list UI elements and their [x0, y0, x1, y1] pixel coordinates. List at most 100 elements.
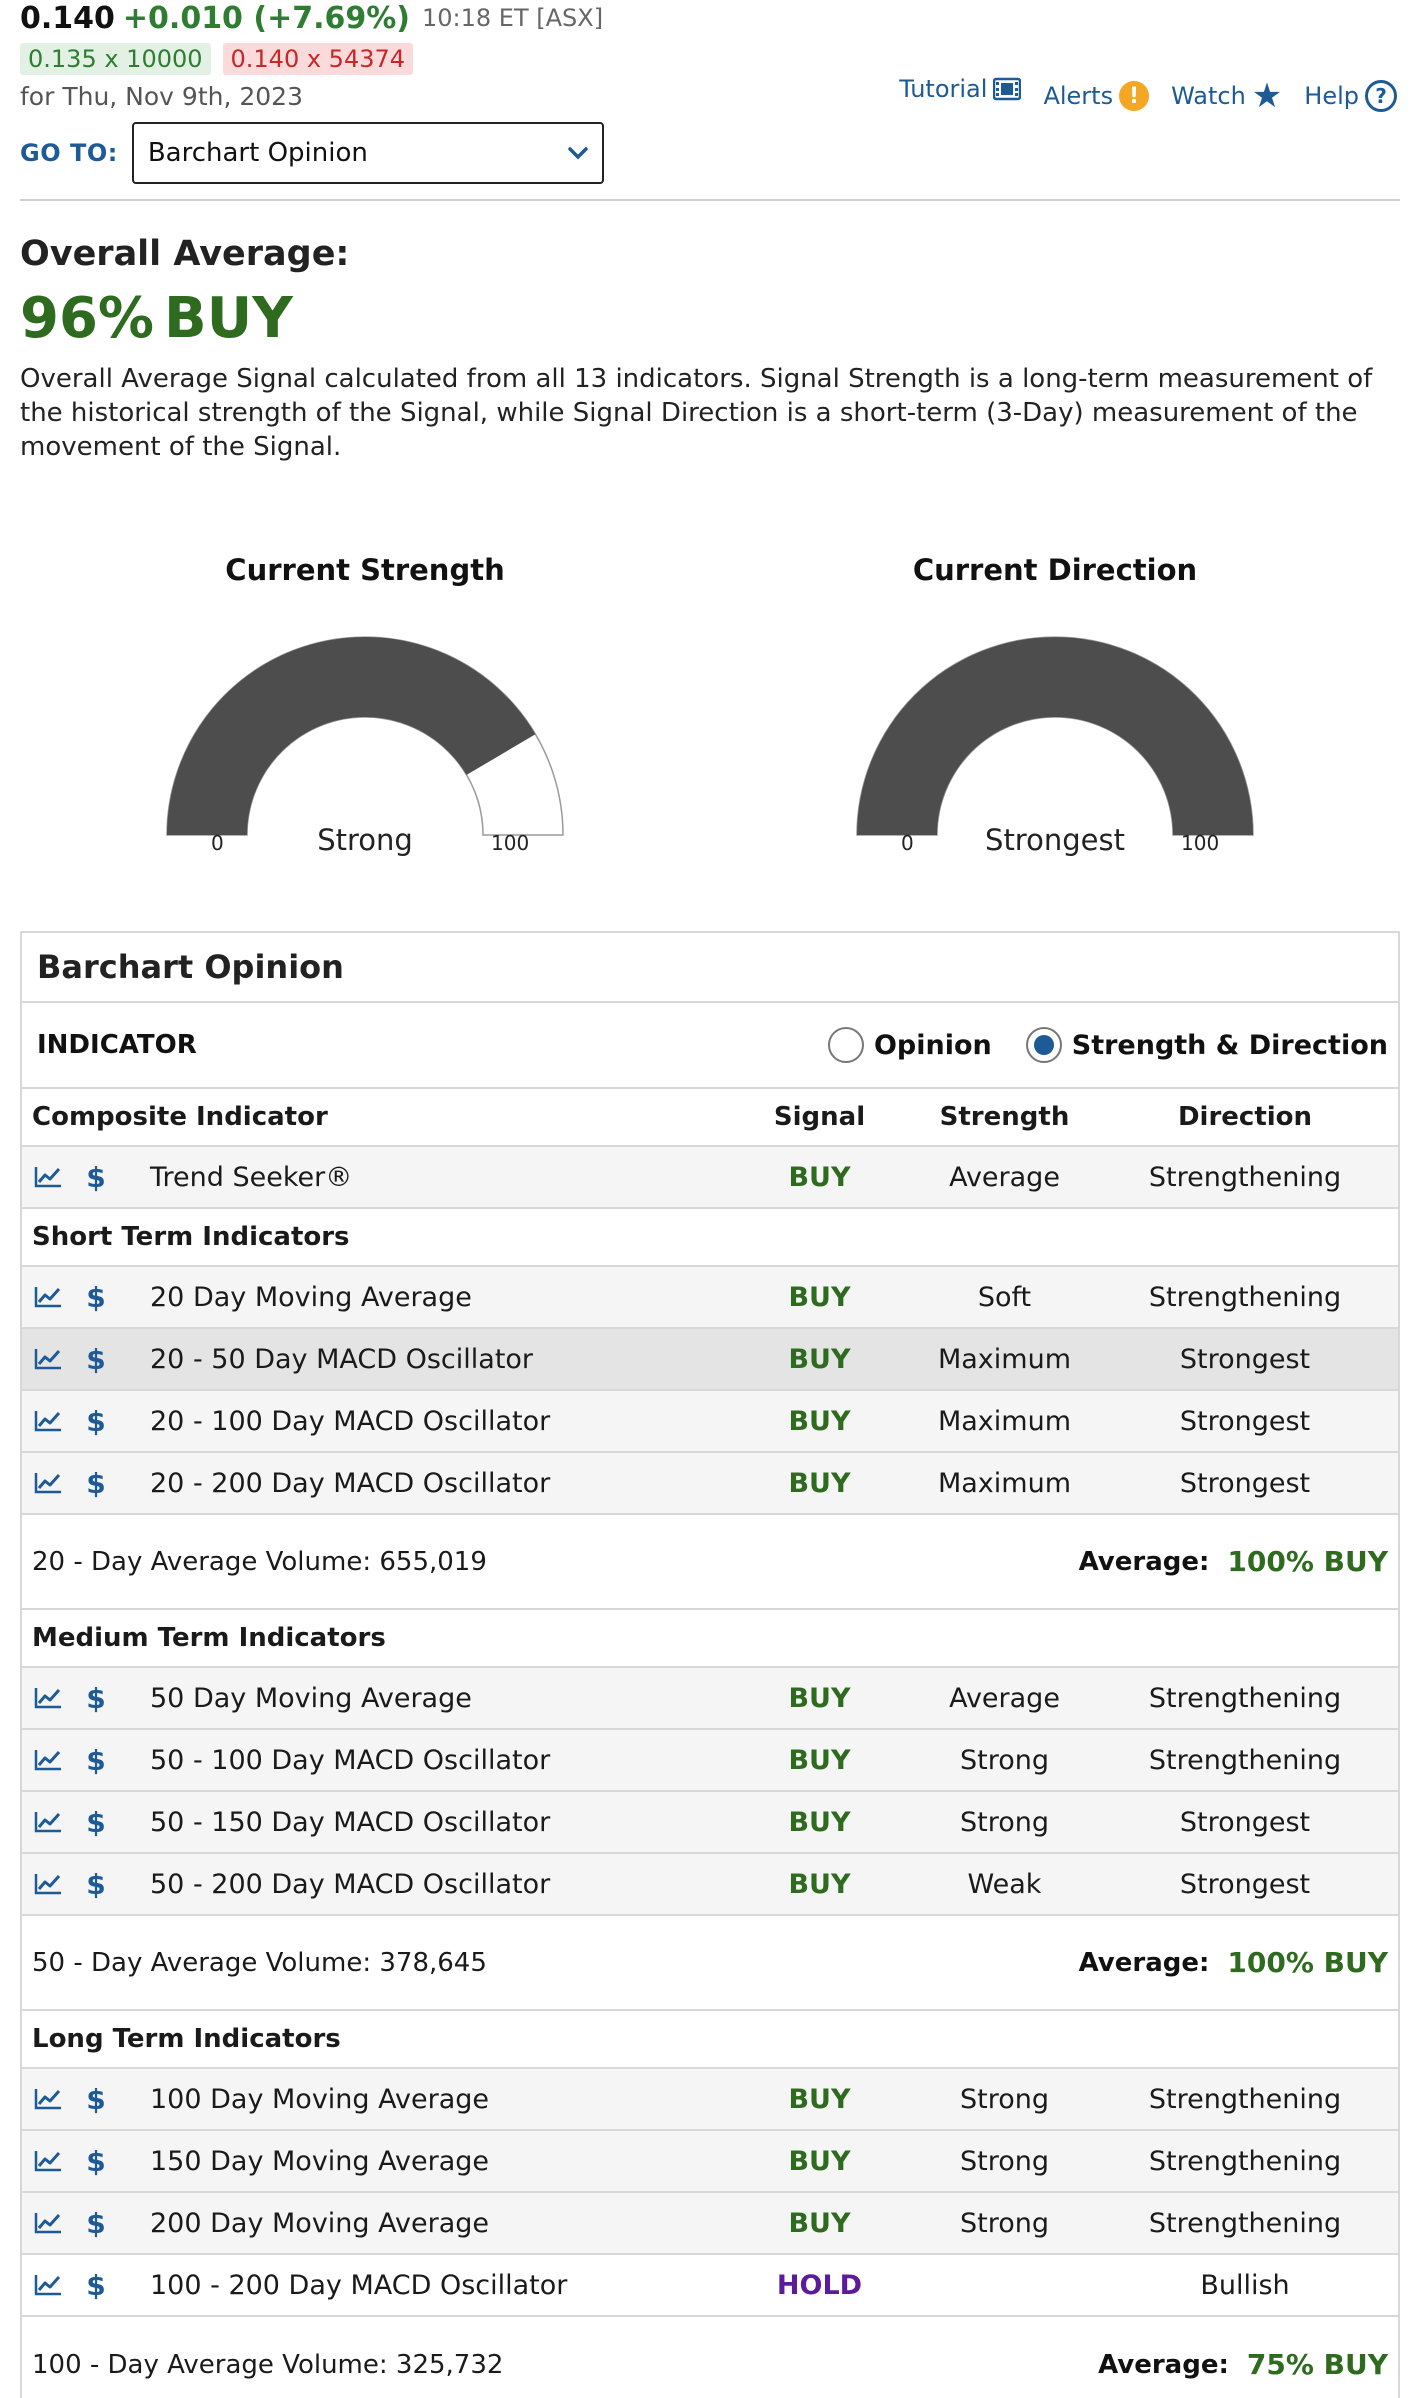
dollar-icon[interactable]: $ — [86, 1404, 106, 1438]
chart-icon[interactable] — [32, 2149, 64, 2173]
table-row[interactable]: $200 Day Moving Average BUY Strong Strength… — [22, 2193, 1398, 2255]
chart-icon[interactable] — [32, 1748, 64, 1772]
direction-cell: Strongest — [1179, 1467, 1311, 1499]
indicator-name[interactable]: 50 - 200 Day MACD Oscillator — [150, 1868, 551, 1900]
chart-icon[interactable] — [32, 1686, 64, 1710]
radio-strength-direction-circle[interactable] — [1025, 1027, 1062, 1063]
strength-cell: Strong — [959, 2083, 1049, 2115]
indicator-name[interactable]: 50 - 150 Day MACD Oscillator — [150, 1806, 551, 1838]
ask-badge: 0.140 x 54374 — [222, 43, 414, 75]
direction-cell: Bullish — [1200, 2269, 1290, 2301]
average-value: 75% BUY — [1246, 2348, 1388, 2381]
chart-icon[interactable] — [32, 1872, 64, 1896]
strength-gauge: Current Strength 0 Strong 100 — [135, 553, 595, 873]
dollar-icon[interactable]: $ — [86, 1160, 106, 1194]
dollar-icon[interactable]: $ — [86, 1466, 106, 1500]
radio-opinion-circle[interactable] — [827, 1027, 864, 1063]
table-row[interactable]: $50 - 150 Day MACD Oscillator BUY Strong St… — [22, 1792, 1398, 1854]
table-row[interactable]: $50 Day Moving Average BUY Average Strength… — [22, 1668, 1398, 1730]
chart-icon[interactable] — [32, 1285, 64, 1309]
indicator-name[interactable]: 50 Day Moving Average — [150, 1682, 472, 1714]
average-volume: 50 - Day Average Volume: 378,645 — [32, 1947, 487, 1978]
indicator-name[interactable]: Trend Seeker® — [150, 1161, 353, 1193]
radio-strength-direction[interactable]: Strength & Direction — [1025, 1027, 1388, 1063]
chevron-down-icon — [568, 141, 588, 166]
indicator-name[interactable]: 100 Day Moving Average — [150, 2083, 490, 2115]
indicator-name[interactable]: 100 - 200 Day MACD Oscillator — [150, 2269, 568, 2301]
dollar-icon[interactable]: $ — [86, 2082, 106, 2116]
chart-icon[interactable] — [32, 1165, 64, 1189]
dollar-icon[interactable]: $ — [86, 2144, 106, 2178]
dollar-icon[interactable]: $ — [86, 1342, 106, 1376]
table-row[interactable]: $20 - 50 Day MACD Oscillator BUY Maximum St… — [22, 1329, 1398, 1391]
radio-opinion-label: Opinion — [873, 1029, 992, 1061]
average-signal: Average: 100% BUY — [1079, 1545, 1388, 1578]
radio-strength-direction-label: Strength & Direction — [1071, 1029, 1388, 1061]
section-short-term: Short Term Indicators — [22, 1209, 1398, 1267]
tutorial-link[interactable]: Tutorial — [899, 75, 1022, 103]
section-long-term: Long Term Indicators — [22, 2011, 1398, 2069]
signal-cell: BUY — [788, 1868, 851, 1900]
dollar-icon[interactable]: $ — [86, 1743, 106, 1777]
strength-cell: Soft — [977, 1281, 1032, 1313]
signal-cell: BUY — [788, 1405, 851, 1437]
table-row[interactable]: $50 - 200 Day MACD Oscillator BUY Weak Stro… — [22, 1854, 1398, 1916]
table-row[interactable]: $100 Day Moving Average BUY Strong Strength… — [22, 2069, 1398, 2131]
table-row[interactable]: $20 - 100 Day MACD Oscillator BUY Maximum S… — [22, 1391, 1398, 1453]
indicator-name[interactable]: 20 - 200 Day MACD Oscillator — [150, 1467, 551, 1499]
chart-icon[interactable] — [32, 1810, 64, 1834]
last-price: 0.140 — [20, 0, 115, 36]
goto-selected-value: Barchart Opinion — [147, 138, 368, 168]
signal-cell: BUY — [788, 1281, 851, 1313]
direction-cell: Strongest — [1179, 1343, 1311, 1375]
chart-icon[interactable] — [32, 1471, 64, 1495]
indicator-cell: $20 - 50 Day MACD Oscillator — [22, 1343, 722, 1376]
indicator-cell: $50 - 150 Day MACD Oscillator — [22, 1806, 722, 1839]
signal-cell: BUY — [788, 2207, 851, 2239]
indicator-name[interactable]: 20 - 50 Day MACD Oscillator — [150, 1343, 534, 1375]
table-row[interactable]: $100 - 200 Day MACD Oscillator HOLD Bullis… — [22, 2255, 1398, 2317]
signal-cell: BUY — [788, 1161, 851, 1193]
table-row[interactable]: $20 Day Moving Average BUY Soft Strengtheni… — [22, 1267, 1398, 1329]
direction-cell: Strengthening — [1148, 1682, 1342, 1714]
indicator-name[interactable]: 50 - 100 Day MACD Oscillator — [150, 1744, 551, 1776]
chart-icon[interactable] — [32, 1347, 64, 1371]
indicator-cell: $200 Day Moving Average — [22, 2207, 722, 2240]
indicator-name[interactable]: 200 Day Moving Average — [150, 2207, 490, 2239]
strength-cell: Average — [949, 1682, 1060, 1714]
average-value: 100% BUY — [1227, 1946, 1388, 1979]
indicator-name[interactable]: 20 - 100 Day MACD Oscillator — [150, 1405, 551, 1437]
overall-title: Overall Average: — [20, 234, 350, 274]
watch-label: Watch — [1171, 82, 1246, 110]
dollar-icon[interactable]: $ — [86, 1805, 106, 1839]
radio-opinion[interactable]: Opinion — [827, 1027, 992, 1063]
page-links: Tutorial Alerts ! Watch ★ Help ? — [877, 75, 1397, 113]
chart-icon[interactable] — [32, 2211, 64, 2235]
dollar-icon[interactable]: $ — [86, 2206, 106, 2240]
overall-signal: BUY — [164, 286, 293, 351]
dollar-icon[interactable]: $ — [86, 1280, 106, 1314]
indicator-name[interactable]: 150 Day Moving Average — [150, 2145, 490, 2177]
table-row[interactable]: $150 Day Moving Average BUY Strong Strength… — [22, 2131, 1398, 2193]
quote-time: 10:18 ET [ASX] — [422, 4, 604, 32]
average-volume: 100 - Day Average Volume: 325,732 — [32, 2349, 504, 2380]
indicator-cell: $ Trend Seeker® — [22, 1161, 722, 1194]
table-row[interactable]: $20 - 200 Day MACD Oscillator BUY Maximum S… — [22, 1453, 1398, 1515]
bid-ask: 0.135 x 10000 0.140 x 54374 — [20, 43, 414, 75]
help-link[interactable]: Help ? — [1304, 80, 1397, 112]
dollar-icon[interactable]: $ — [86, 1867, 106, 1901]
dollar-icon[interactable]: $ — [86, 2268, 106, 2302]
chart-icon[interactable] — [32, 1409, 64, 1433]
goto-select[interactable]: Barchart Opinion — [131, 122, 604, 184]
direction-cell: Strengthening — [1148, 2207, 1342, 2239]
watch-link[interactable]: Watch ★ — [1171, 79, 1282, 113]
indicator-name[interactable]: 20 Day Moving Average — [150, 1281, 472, 1313]
alerts-link[interactable]: Alerts ! — [1043, 81, 1150, 111]
table-row[interactable]: $ Trend Seeker® BUY Average Strengthening — [22, 1147, 1398, 1209]
table-row[interactable]: $50 - 100 Day MACD Oscillator BUY Strong St… — [22, 1730, 1398, 1792]
dollar-icon[interactable]: $ — [86, 1681, 106, 1715]
indicator-cell: $20 Day Moving Average — [22, 1281, 722, 1314]
chart-icon[interactable] — [32, 2273, 64, 2297]
goto-bar: GO TO: Barchart Opinion — [20, 122, 604, 184]
chart-icon[interactable] — [32, 2087, 64, 2111]
